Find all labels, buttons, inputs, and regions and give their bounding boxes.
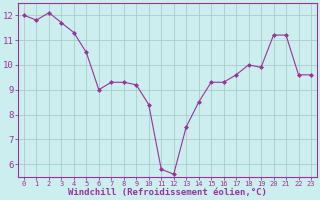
X-axis label: Windchill (Refroidissement éolien,°C): Windchill (Refroidissement éolien,°C) (68, 188, 267, 197)
